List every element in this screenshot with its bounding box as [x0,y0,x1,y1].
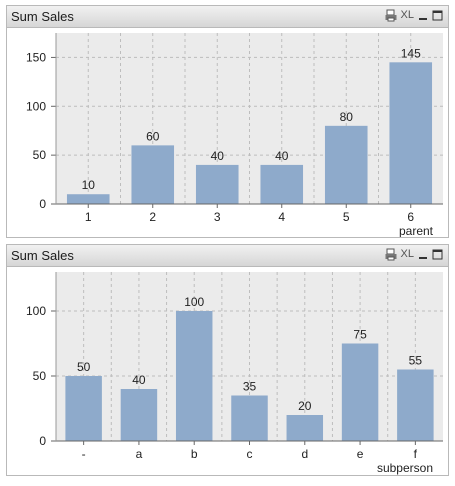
y-tick-label: 50 [33,148,47,162]
bar[interactable] [65,376,102,441]
x-tick-label: f [414,447,418,461]
y-tick-label: 150 [26,50,46,64]
y-tick-label: 0 [39,197,46,211]
data-label: 80 [340,110,354,124]
minimize-icon[interactable] [418,248,428,261]
xl-icon[interactable]: XL [400,9,414,21]
data-label: 55 [409,354,423,368]
bar[interactable] [120,389,158,441]
y-tick-label: 0 [39,434,46,448]
bar[interactable] [324,125,368,204]
x-tick-label: a [136,447,143,461]
minimize-icon[interactable] [418,9,428,22]
x-tick-label: 5 [343,210,350,224]
panel-title: Sum Sales [11,248,74,263]
bar[interactable] [260,164,304,204]
y-tick-label: 100 [26,304,46,318]
panel-caption[interactable]: Sum Sales XL [7,6,448,28]
data-label: 10 [82,178,96,192]
maximize-icon[interactable] [432,9,443,22]
chart-panel-2: Sum Sales XL 0 50 100 50 - 40 a 100 b 35 c 20 d 75 e 55… [6,244,449,476]
bar[interactable] [231,395,268,442]
bar[interactable] [286,415,324,441]
maximize-icon[interactable] [432,248,443,261]
x-tick-label: 2 [149,210,156,224]
x-tick-label: - [82,447,86,461]
x-tick-label: 4 [278,210,285,224]
y-tick-label: 100 [26,99,46,113]
bar[interactable] [131,145,175,204]
x-tick-label: d [301,447,308,461]
data-label: 50 [77,360,91,374]
x-tick-label: 6 [407,210,414,224]
data-label: 40 [211,149,225,163]
x-tick-label: 3 [214,210,221,224]
x-tick-label: 1 [85,210,92,224]
data-label: 75 [353,328,367,342]
panel-title: Sum Sales [11,9,74,24]
x-axis-title: parent [399,224,434,237]
print-icon[interactable] [385,9,397,22]
data-label: 60 [146,129,160,143]
bar[interactable] [341,343,379,442]
print-icon[interactable] [385,248,397,261]
bar[interactable] [66,194,110,204]
bar[interactable] [175,311,213,441]
data-label: 40 [132,373,146,387]
x-tick-label: e [357,447,364,461]
x-tick-label: c [247,447,253,461]
panel-caption[interactable]: Sum Sales XL [7,245,448,267]
chart-panel-1: Sum Sales XL 0 50 100 150 10 1 60 2 40 3 40 4 80 5 145… [6,5,449,238]
x-tick-label: b [191,447,198,461]
bar[interactable] [397,369,434,442]
data-label: 20 [298,399,312,413]
bar[interactable] [389,62,433,204]
xl-icon[interactable]: XL [400,248,414,260]
data-label: 100 [184,295,204,309]
bar[interactable] [195,164,239,204]
y-tick-label: 50 [33,369,47,383]
data-label: 145 [401,46,421,60]
data-label: 35 [243,380,257,394]
x-axis-title: subperson [377,461,433,475]
data-label: 40 [275,149,289,163]
